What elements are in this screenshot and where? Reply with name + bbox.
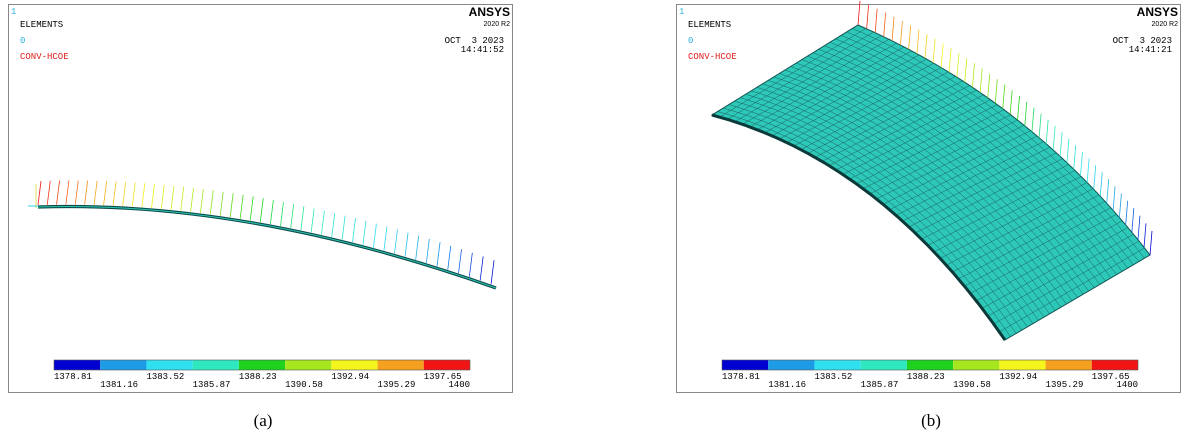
step-number: 0 <box>688 36 693 46</box>
legend-swatch <box>907 360 953 370</box>
legend-swatch <box>378 360 424 370</box>
legend-label: 1392.94 <box>999 372 1037 382</box>
legend-swatch <box>953 360 999 370</box>
legend-label: 1395.29 <box>378 380 416 390</box>
legend-swatch <box>54 360 100 370</box>
brand: ANSYS <box>469 5 510 19</box>
legend-swatch <box>424 360 470 370</box>
step-number: 0 <box>20 36 25 46</box>
legend-label: 1390.58 <box>285 380 323 390</box>
legend-label: 1390.58 <box>953 380 991 390</box>
legend-swatch <box>814 360 860 370</box>
result-label: CONV-HCOE <box>20 52 69 62</box>
legend-label: 1378.81 <box>54 372 92 382</box>
page: 1ELEMENTS0CONV-HCOEANSYS2020 R2OCT 3 202… <box>0 0 1181 436</box>
legend-label: 1378.81 <box>722 372 760 382</box>
legend-label: 1385.87 <box>193 380 231 390</box>
legend-swatch <box>999 360 1045 370</box>
legend-swatch <box>1092 360 1138 370</box>
result-title: ELEMENTS <box>688 20 731 30</box>
legend-swatch <box>1046 360 1092 370</box>
frame-number: 1 <box>679 7 684 17</box>
legend-label: 1392.94 <box>331 372 369 382</box>
legend-swatch <box>193 360 239 370</box>
caption: (a) <box>254 411 273 430</box>
legend-swatch <box>331 360 377 370</box>
figure: 1ELEMENTS0CONV-HCOEANSYS2020 R2OCT 3 202… <box>0 0 1181 436</box>
panel-frame <box>9 5 513 393</box>
legend-label: 1381.16 <box>100 380 138 390</box>
legend-label: 1388.23 <box>239 372 277 382</box>
caption: (b) <box>921 411 941 430</box>
legend-swatch <box>100 360 146 370</box>
legend-swatch <box>285 360 331 370</box>
legend-label: 1385.87 <box>861 380 899 390</box>
brand: ANSYS <box>1137 5 1178 19</box>
frame-number: 1 <box>11 7 16 17</box>
legend-swatch <box>722 360 768 370</box>
time: 14:41:21 <box>1129 45 1172 55</box>
legend-label: 1381.16 <box>768 380 806 390</box>
version: 2020 R2 <box>484 21 511 28</box>
result-label: CONV-HCOE <box>688 52 737 62</box>
legend-label: 1388.23 <box>907 372 945 382</box>
legend-swatch <box>146 360 192 370</box>
legend-label: 1400 <box>448 380 470 390</box>
legend-swatch <box>861 360 907 370</box>
legend-label: 1383.52 <box>146 372 184 382</box>
legend-swatch <box>768 360 814 370</box>
result-title: ELEMENTS <box>20 20 63 30</box>
legend-label: 1395.29 <box>1046 380 1084 390</box>
legend-label: 1383.52 <box>814 372 852 382</box>
version: 2020 R2 <box>1152 21 1179 28</box>
time: 14:41:52 <box>461 45 504 55</box>
legend-swatch <box>239 360 285 370</box>
legend-label: 1400 <box>1116 380 1138 390</box>
